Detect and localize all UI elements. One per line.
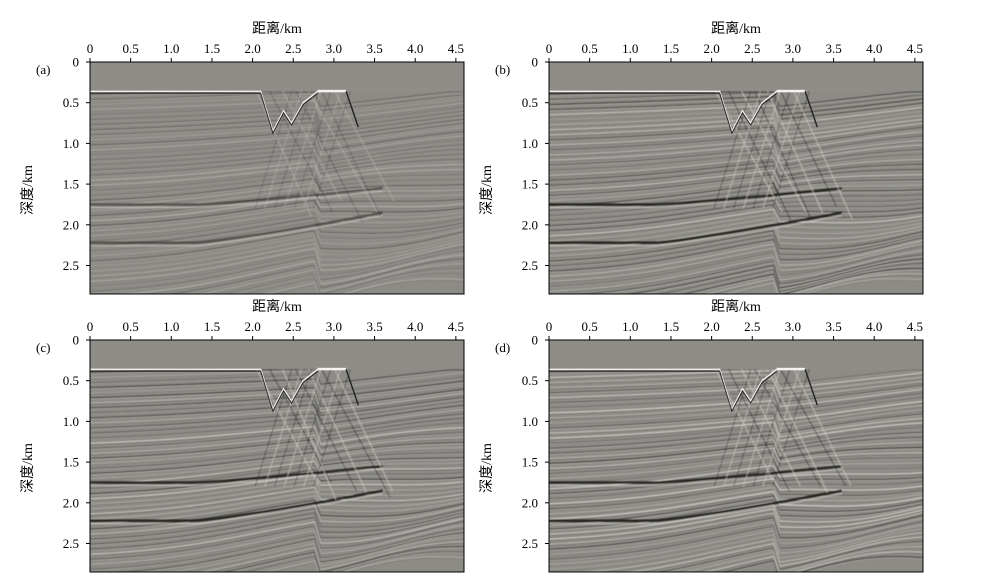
y-tick-label: 2.0 <box>63 495 79 510</box>
x-tick-label: 1.0 <box>163 319 179 334</box>
y-tick-label: 0.5 <box>522 373 538 388</box>
x-tick-label: 2.5 <box>744 41 760 56</box>
x-axis-title: 距离/km <box>711 298 761 315</box>
x-tick-label: 0 <box>87 319 94 334</box>
y-tick-label: 1.0 <box>63 136 79 151</box>
panel-label: (c) <box>36 340 50 355</box>
x-tick-label: 1.0 <box>622 319 638 334</box>
x-tick-label: 1.0 <box>163 41 179 56</box>
panel-c: (c) 距离/km 深度/km 0 0.5 1.0 1.5 2.0 2.5 3.0 3.5 4.0 4.… <box>20 298 465 573</box>
y-tick-label: 1.5 <box>522 177 538 192</box>
x-tick-label: 2.5 <box>744 319 760 334</box>
x-tick-label: 0.5 <box>123 319 139 334</box>
x-tick-label: 4.0 <box>866 319 882 334</box>
x-axis-title: 距离/km <box>252 298 302 315</box>
y-axis-title: 深度/km <box>479 165 495 215</box>
x-tick-label: 3.5 <box>366 41 382 56</box>
y-tick-label: 2.5 <box>522 536 538 551</box>
panel-label: (d) <box>495 340 510 355</box>
x-tick-label: 2.5 <box>285 319 301 334</box>
x-tick-label: 1.0 <box>622 41 638 56</box>
x-tick-label: 2.0 <box>244 319 260 334</box>
seismic-image <box>549 62 923 294</box>
x-tick-label: 0.5 <box>123 41 139 56</box>
panel-b: (b) 距离/km 深度/km 0 0.5 1.0 1.5 2.0 2.5 3.0 3.5 4.0 4.… <box>479 20 924 295</box>
seismic-image <box>549 340 923 572</box>
x-tick-label: 2.0 <box>703 41 719 56</box>
x-tick-label: 3.5 <box>366 319 382 334</box>
x-tick-label: 4.5 <box>907 319 923 334</box>
x-tick-label: 3.0 <box>326 319 342 334</box>
x-tick-label: 1.5 <box>663 41 679 56</box>
y-tick-label: 0.5 <box>63 373 79 388</box>
y-axis-title: 深度/km <box>20 443 36 493</box>
y-tick-label: 1.0 <box>522 414 538 429</box>
x-tick-label: 4.0 <box>866 41 882 56</box>
y-tick-label: 1.0 <box>63 414 79 429</box>
x-tick-label: 0.5 <box>582 41 598 56</box>
x-tick-label: 4.5 <box>448 319 464 334</box>
y-tick-label: 0 <box>532 55 539 70</box>
x-tick-label: 4.0 <box>407 41 423 56</box>
y-tick-label: 2.0 <box>522 217 538 232</box>
y-tick-label: 0 <box>532 333 539 348</box>
x-tick-label: 4.0 <box>407 319 423 334</box>
panel-d: (d) 距离/km 深度/km 0 0.5 1.0 1.5 2.0 2.5 3.0 3.5 4.0 4.… <box>479 298 924 573</box>
x-tick-label: 3.5 <box>825 319 841 334</box>
panel-label: (a) <box>36 62 50 77</box>
x-tick-label: 0.5 <box>582 319 598 334</box>
y-tick-label: 1.5 <box>522 455 538 470</box>
y-tick-label: 0 <box>73 333 80 348</box>
y-axis-title: 深度/km <box>479 443 495 493</box>
y-tick-label: 1.0 <box>522 136 538 151</box>
y-tick-label: 1.5 <box>63 177 79 192</box>
x-tick-label: 3.0 <box>785 41 801 56</box>
y-tick-label: 0.5 <box>522 95 538 110</box>
x-tick-label: 0 <box>546 41 553 56</box>
y-axis-title: 深度/km <box>20 165 36 215</box>
y-tick-label: 2.0 <box>522 495 538 510</box>
x-tick-label: 1.5 <box>204 319 220 334</box>
y-tick-label: 2.0 <box>63 217 79 232</box>
x-tick-label: 2.0 <box>703 319 719 334</box>
x-tick-label: 4.5 <box>448 41 464 56</box>
x-axis-title: 距离/km <box>252 20 302 37</box>
panel-label: (b) <box>495 62 510 77</box>
x-tick-label: 4.5 <box>907 41 923 56</box>
y-tick-label: 2.5 <box>522 258 538 273</box>
y-tick-label: 2.5 <box>63 536 79 551</box>
x-tick-label: 0 <box>546 319 553 334</box>
seismic-image <box>90 62 464 294</box>
seismic-image <box>90 340 464 572</box>
x-tick-label: 2.5 <box>285 41 301 56</box>
x-tick-label: 0 <box>87 41 94 56</box>
x-tick-label: 3.0 <box>326 41 342 56</box>
x-tick-label: 1.5 <box>204 41 220 56</box>
y-tick-label: 0 <box>73 55 80 70</box>
y-tick-label: 0.5 <box>63 95 79 110</box>
x-tick-label: 3.0 <box>785 319 801 334</box>
x-tick-label: 1.5 <box>663 319 679 334</box>
x-tick-label: 3.5 <box>825 41 841 56</box>
panel-a: (a) 距离/km 深度/km 0 0.5 1.0 1.5 2.0 2.5 3.0 3.5 4.0 4.… <box>20 20 465 295</box>
y-tick-label: 2.5 <box>63 258 79 273</box>
x-tick-label: 2.0 <box>244 41 260 56</box>
y-tick-label: 1.5 <box>63 455 79 470</box>
x-axis-title: 距离/km <box>711 20 761 37</box>
